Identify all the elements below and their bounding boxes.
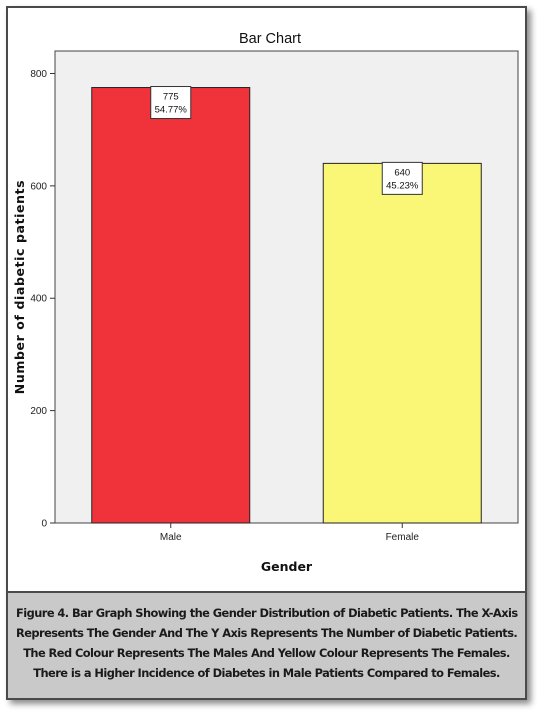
y-tick-label: 0	[41, 519, 47, 530]
data-label-box	[150, 86, 192, 120]
data-label-count: 640	[394, 167, 410, 178]
bar-male	[91, 87, 251, 524]
bar-female	[322, 162, 482, 524]
y-tick-label: 800	[30, 69, 47, 80]
data-label-percent: 45.23%	[386, 180, 419, 191]
x-tick-label: Male	[160, 532, 182, 543]
caption-line: There is a Higher Incidence of Diabetes …	[33, 666, 500, 680]
data-label-box	[381, 161, 423, 195]
bar-chart: Bar Chart 0 200 400 600 800 775 54.77% 640 45.2…	[12, 31, 519, 574]
caption-line: Figure 4. Bar Graph Showing the Gender D…	[16, 606, 518, 620]
figure-frame: Bar Chart 0 200 400 600 800 775 54.77% 640 45.2…	[6, 6, 527, 700]
data-label-percent: 54.77%	[155, 105, 188, 116]
y-tick-label: 600	[30, 181, 47, 192]
data-label-count: 775	[163, 92, 179, 103]
y-tick-label: 400	[30, 294, 47, 305]
y-tick-label: 200	[30, 406, 47, 417]
x-tick-label: Female	[386, 532, 420, 543]
x-axis: Male Female	[160, 523, 419, 543]
caption-line: The Red Colour Represents The Males And …	[23, 646, 510, 660]
figure-caption: Figure 4. Bar Graph Showing the Gender D…	[8, 591, 525, 698]
caption-line: Represents The Gender And The Y Axis Rep…	[16, 626, 518, 640]
y-axis: 0 200 400 600 800	[30, 69, 55, 530]
chart-title: Bar Chart	[239, 31, 301, 47]
y-axis-label: Number of diabetic patients	[12, 180, 27, 394]
x-axis-label: Gender	[261, 559, 313, 574]
